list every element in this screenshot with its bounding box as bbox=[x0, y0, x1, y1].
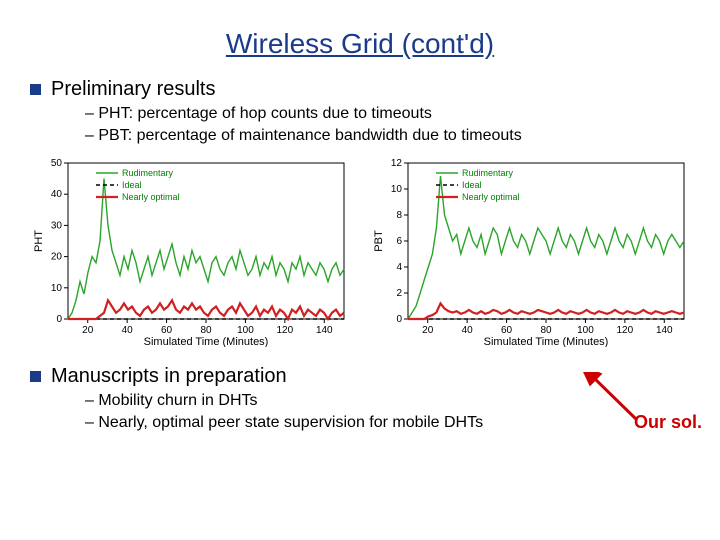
section-preliminary: Preliminary results – PHT: percentage of… bbox=[0, 78, 720, 145]
svg-text:20: 20 bbox=[82, 325, 94, 336]
svg-text:40: 40 bbox=[462, 325, 474, 336]
svg-text:PBT: PBT bbox=[373, 230, 385, 252]
square-bullet-icon bbox=[30, 84, 41, 95]
svg-text:PHT: PHT bbox=[33, 230, 45, 252]
svg-text:0: 0 bbox=[396, 314, 402, 325]
svg-text:6: 6 bbox=[396, 236, 402, 247]
svg-text:Nearly optimal: Nearly optimal bbox=[462, 192, 520, 202]
svg-text:120: 120 bbox=[277, 325, 294, 336]
bullet-preliminary: Preliminary results bbox=[30, 78, 690, 101]
svg-text:80: 80 bbox=[540, 325, 552, 336]
svg-text:20: 20 bbox=[51, 252, 63, 263]
svg-text:2: 2 bbox=[396, 288, 402, 299]
svg-text:Ideal: Ideal bbox=[122, 180, 142, 190]
chart-pht: 0 10 20 30 40 50 20 40 60 80 100 120 140 Simulated Ti… bbox=[30, 157, 350, 347]
sub-bullet-pht: – PHT: percentage of hop counts due to t… bbox=[85, 105, 690, 123]
svg-text:Rudimentary: Rudimentary bbox=[122, 168, 174, 178]
svg-text:10: 10 bbox=[391, 184, 403, 195]
svg-text:60: 60 bbox=[161, 325, 173, 336]
svg-text:80: 80 bbox=[200, 325, 212, 336]
svg-text:Rudimentary: Rudimentary bbox=[462, 168, 514, 178]
svg-text:Simulated Time (Minutes): Simulated Time (Minutes) bbox=[144, 336, 269, 347]
svg-text:10: 10 bbox=[51, 283, 63, 294]
svg-text:40: 40 bbox=[51, 189, 63, 200]
svg-text:Simulated Time (Minutes): Simulated Time (Minutes) bbox=[484, 336, 609, 347]
bullet-text: Preliminary results bbox=[51, 78, 215, 101]
svg-text:100: 100 bbox=[577, 325, 594, 336]
svg-text:50: 50 bbox=[51, 158, 63, 169]
slide-title: Wireless Grid (cont'd) bbox=[0, 0, 720, 60]
svg-text:20: 20 bbox=[422, 325, 434, 336]
charts-row: 0102030405020406080100120140Simulated Ti… bbox=[30, 157, 690, 347]
svg-text:Nearly optimal: Nearly optimal bbox=[122, 192, 180, 202]
svg-text:40: 40 bbox=[122, 325, 134, 336]
svg-text:0: 0 bbox=[56, 314, 62, 325]
svg-text:Ideal: Ideal bbox=[462, 180, 482, 190]
callout-our-sol: Our sol. bbox=[634, 412, 702, 433]
svg-text:60: 60 bbox=[501, 325, 513, 336]
svg-text:12: 12 bbox=[391, 158, 403, 169]
svg-text:120: 120 bbox=[617, 325, 634, 336]
bullet-text: Manuscripts in preparation bbox=[51, 365, 287, 388]
chart-pbt: 0 2 4 6 8 10 12 20 40 60 80 100 120 140 Simulated Time… bbox=[370, 157, 690, 347]
svg-text:140: 140 bbox=[316, 325, 333, 336]
square-bullet-icon bbox=[30, 371, 41, 382]
sub-bullet-pbt: – PBT: percentage of maintenance bandwid… bbox=[85, 127, 690, 145]
svg-text:140: 140 bbox=[656, 325, 673, 336]
svg-text:30: 30 bbox=[51, 220, 63, 231]
svg-text:8: 8 bbox=[396, 210, 402, 221]
svg-text:4: 4 bbox=[396, 262, 402, 273]
svg-text:100: 100 bbox=[237, 325, 254, 336]
